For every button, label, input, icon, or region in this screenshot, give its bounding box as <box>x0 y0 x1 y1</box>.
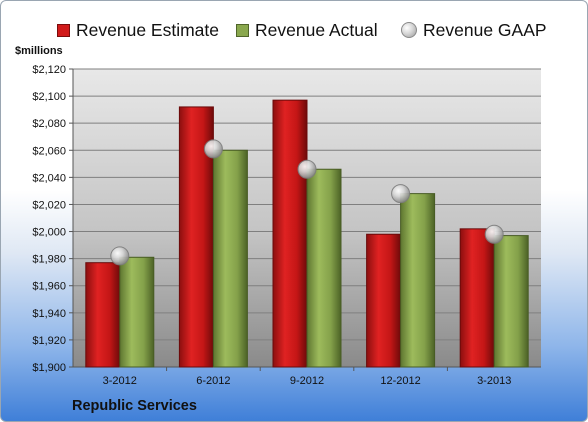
y-tick-label: $2,080 <box>32 118 66 130</box>
marker-revenue-gaap <box>110 246 130 266</box>
bar-revenue-actual <box>493 235 529 368</box>
company-name: Republic Services <box>72 398 197 414</box>
bar-revenue-actual <box>212 149 248 368</box>
x-tick-label: 9-2012 <box>290 375 324 387</box>
y-axis-label: $millions <box>15 45 63 57</box>
bar-revenue-estimate <box>459 228 495 368</box>
x-tick-label: 3-2012 <box>103 375 137 387</box>
chart-legend: Revenue Estimate Revenue Actual Revenue … <box>1 17 587 43</box>
legend-item-revenue-estimate: Revenue Estimate <box>57 17 219 43</box>
y-tick-label: $1,980 <box>32 254 66 266</box>
tick-labels: $1,900 $1,920 $1,940 $1,960 $1,980 $2,000 $2,0… <box>32 64 511 387</box>
y-tick-label: $2,040 <box>32 172 66 184</box>
legend-swatch-revenue-actual <box>236 23 249 37</box>
y-tick-label: $2,000 <box>32 227 66 239</box>
bar-revenue-actual <box>306 168 342 368</box>
marker-revenue-gaap <box>297 159 317 179</box>
marker-revenue-gaap <box>391 184 411 204</box>
marker-revenue-gaap <box>203 139 223 159</box>
bar-revenue-estimate <box>85 262 121 368</box>
legend-item-revenue-gaap: Revenue GAAP <box>401 17 547 43</box>
bar-revenue-estimate <box>272 99 308 368</box>
y-tick-label: $2,060 <box>32 145 66 157</box>
y-tick-label: $1,920 <box>32 335 66 347</box>
y-tick-label: $2,100 <box>32 91 66 103</box>
bar-revenue-actual <box>119 256 155 368</box>
bars <box>85 99 529 368</box>
legend-swatch-revenue-estimate <box>57 23 70 37</box>
y-tick-label: $1,900 <box>32 362 66 374</box>
gaap-markers <box>110 139 504 266</box>
x-tick-label: 3-2013 <box>477 375 511 387</box>
x-tick-label: 12-2012 <box>380 375 420 387</box>
legend-swatch-revenue-gaap <box>401 22 417 38</box>
y-tick-label: $2,120 <box>32 64 66 76</box>
bar-revenue-actual <box>400 193 436 368</box>
bar-revenue-estimate <box>366 233 402 368</box>
legend-item-revenue-actual: Revenue Actual <box>236 17 378 43</box>
x-tick-label: 6-2012 <box>196 375 230 387</box>
y-tick-label: $1,940 <box>32 308 66 320</box>
y-tick-label: $1,960 <box>32 281 66 293</box>
marker-revenue-gaap <box>484 224 504 244</box>
legend-label-revenue-estimate: Revenue Estimate <box>76 19 219 40</box>
y-tick-label: $2,020 <box>32 199 66 211</box>
legend-label-revenue-gaap: Revenue GAAP <box>423 19 547 40</box>
legend-label-revenue-actual: Revenue Actual <box>255 19 378 40</box>
